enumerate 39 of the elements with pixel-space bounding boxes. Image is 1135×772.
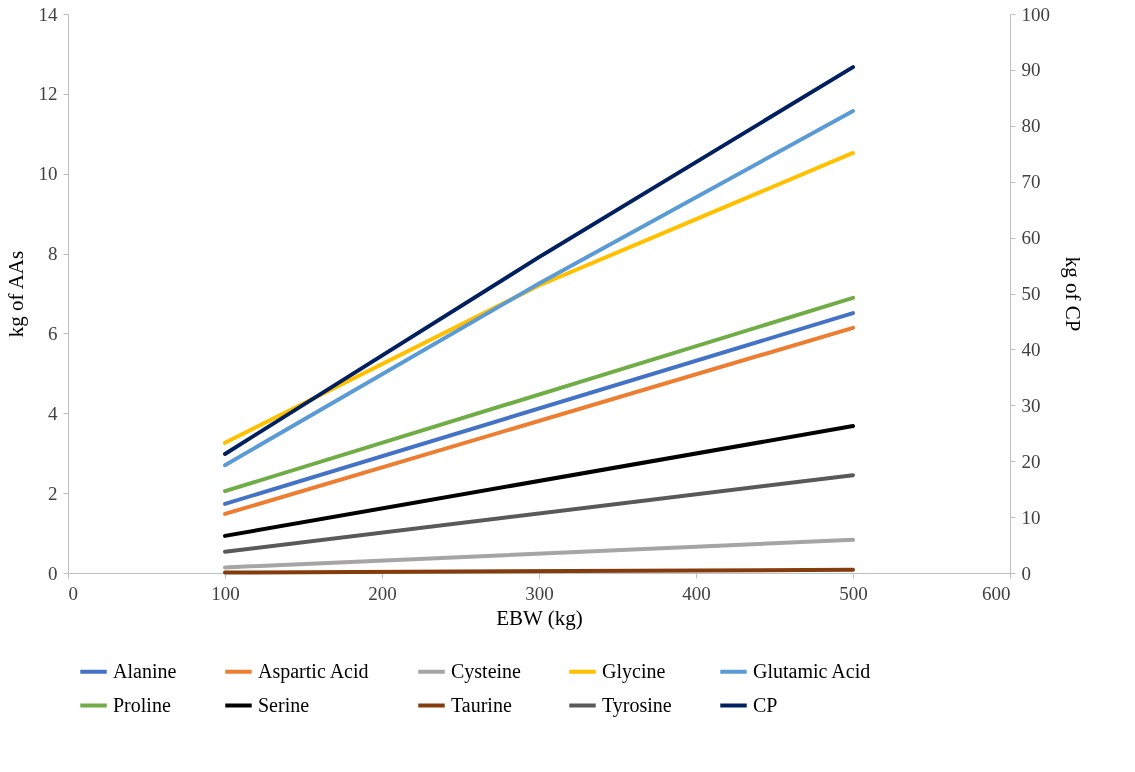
legend-label: Tyrosine [602, 693, 672, 717]
x-tick-label: 200 [368, 582, 397, 604]
x-tick-label: 500 [839, 582, 868, 604]
x-axis-title: EBW (kg) [496, 605, 583, 630]
y-tick-label: 0 [48, 562, 58, 584]
x-tick-label: 0 [68, 582, 78, 604]
legend-label: Aspartic Acid [258, 659, 369, 683]
y2-tick-label: 60 [1021, 227, 1041, 249]
y2-axis-title: kg of CP [1061, 256, 1085, 332]
legend-label: Taurine [451, 693, 512, 716]
legend-label: CP [753, 693, 778, 716]
y2-tick-label: 0 [1021, 562, 1031, 584]
y2-tick-label: 40 [1021, 338, 1041, 360]
legend-label: Proline [113, 693, 171, 716]
x-tick-label: 100 [211, 582, 240, 604]
y2-tick-label: 20 [1021, 450, 1041, 472]
y-tick-label: 6 [48, 322, 58, 344]
legend-label: Glutamic Acid [753, 659, 871, 682]
legend-label: Cysteine [451, 659, 522, 683]
y2-tick-label: 30 [1021, 394, 1041, 416]
x-tick-label: 600 [982, 582, 1011, 604]
y2-tick-label: 10 [1021, 506, 1041, 528]
y-tick-label: 10 [38, 163, 58, 185]
y-tick-label: 4 [48, 402, 58, 424]
y-tick-label: 12 [38, 83, 58, 105]
legend-label: Serine [258, 693, 310, 716]
y2-tick-label: 70 [1021, 171, 1041, 193]
x-tick-label: 400 [682, 582, 711, 604]
legend-label: Alanine [113, 659, 177, 682]
y-tick-label: 8 [48, 243, 58, 265]
y-tick-label: 14 [38, 3, 58, 25]
y-axis-title: kg of AAs [3, 250, 28, 338]
y-tick-label: 2 [48, 482, 58, 504]
y2-tick-label: 100 [1021, 3, 1050, 25]
x-tick-label: 300 [525, 582, 554, 604]
y2-tick-label: 90 [1021, 59, 1041, 81]
legend-label: Glycine [602, 659, 666, 683]
y2-tick-label: 50 [1021, 283, 1041, 304]
y2-tick-label: 80 [1021, 115, 1041, 137]
